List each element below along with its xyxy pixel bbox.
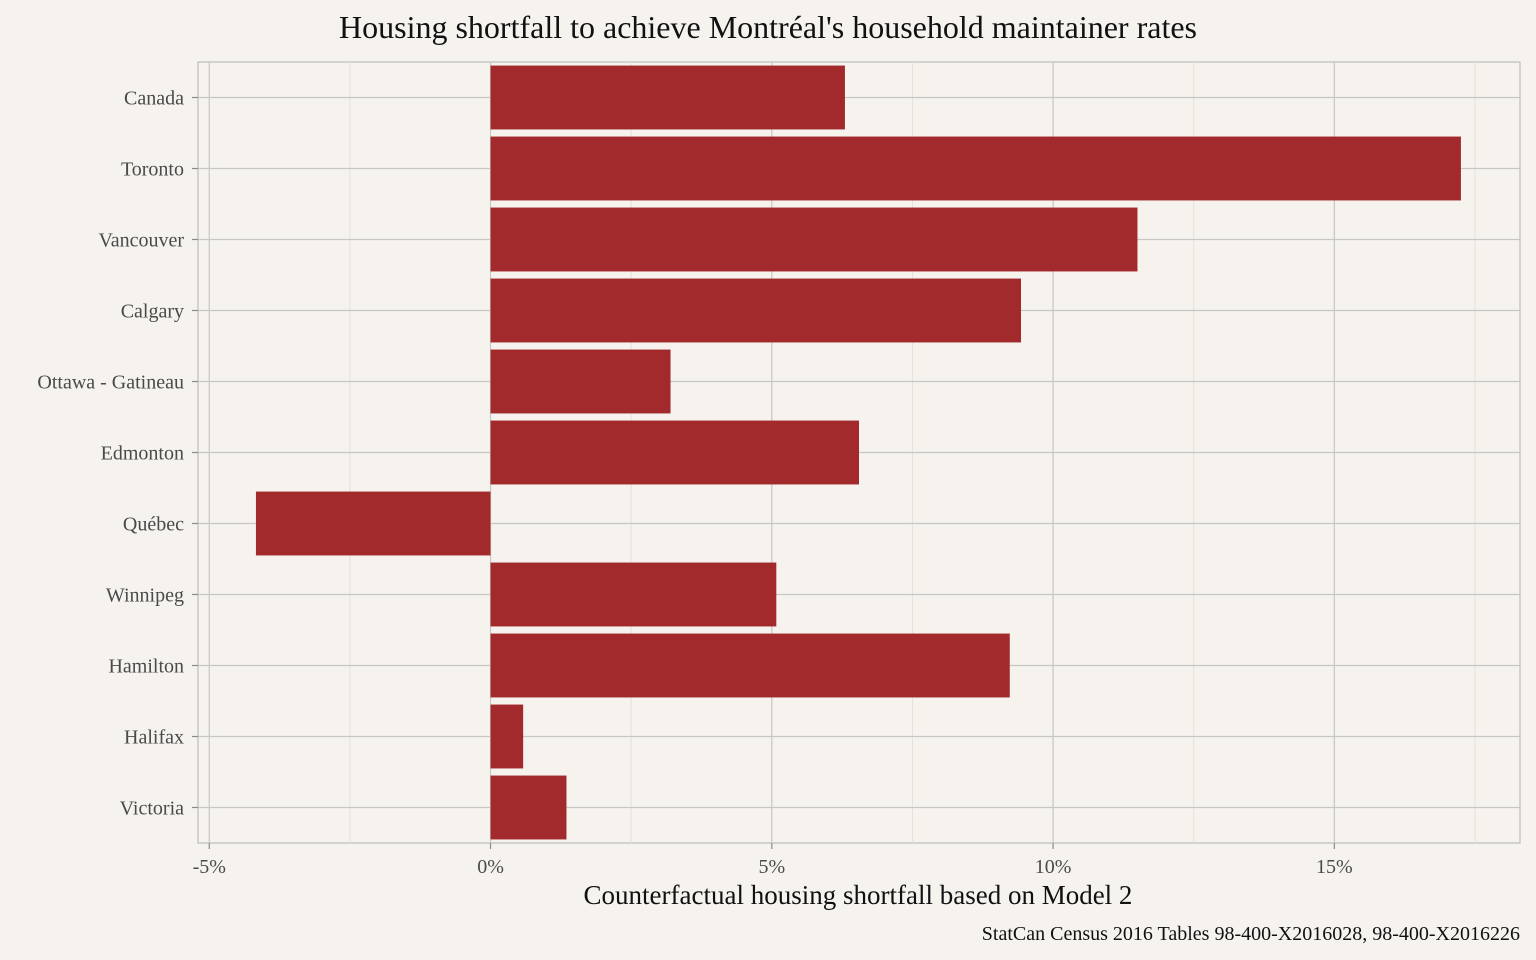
y-tick-label: Canada — [124, 88, 184, 110]
y-axis-labels: Canada Toronto Vancouver Calgary Ottawa - Ga… — [37, 88, 198, 820]
bar-ottawa-gatineau — [490, 349, 671, 414]
chart-title: Housing shortfall to achieve Montréal's … — [339, 9, 1197, 45]
y-tick-label: Ottawa - Gatineau — [37, 372, 184, 394]
bar-hamilton — [490, 633, 1010, 698]
y-tick-label: Hamilton — [108, 656, 184, 678]
y-tick-label: Halifax — [124, 727, 184, 749]
bar-halifax — [490, 704, 524, 769]
bar-calgary — [490, 278, 1022, 343]
bar-qu-bec — [255, 491, 491, 556]
x-axis-tick-labels: -5% 0% 5% 10% 15% — [193, 843, 1353, 878]
y-tick-label: Vancouver — [98, 230, 184, 252]
x-tick-label: 10% — [1035, 856, 1072, 878]
bar-edmonton — [490, 420, 859, 485]
bars-layer — [255, 65, 1461, 840]
bar-canada — [490, 65, 845, 130]
chart-caption: StatCan Census 2016 Tables 98-400-X20160… — [982, 923, 1520, 945]
bar-victoria — [490, 775, 567, 840]
x-tick-label: -5% — [193, 856, 226, 878]
x-tick-label: 5% — [758, 856, 785, 878]
y-tick-label: Toronto — [121, 159, 184, 181]
y-tick-label: Calgary — [121, 301, 184, 323]
x-tick-label: 0% — [477, 856, 504, 878]
x-tick-label: 15% — [1316, 856, 1353, 878]
y-tick-label: Victoria — [120, 798, 184, 820]
x-axis-title: Counterfactual housing shortfall based o… — [584, 880, 1133, 910]
bar-toronto — [490, 136, 1461, 201]
y-tick-label: Québec — [123, 514, 184, 536]
bar-vancouver — [490, 207, 1138, 272]
bar-winnipeg — [490, 562, 777, 627]
y-tick-label: Edmonton — [101, 443, 184, 465]
y-tick-label: Winnipeg — [106, 585, 184, 607]
